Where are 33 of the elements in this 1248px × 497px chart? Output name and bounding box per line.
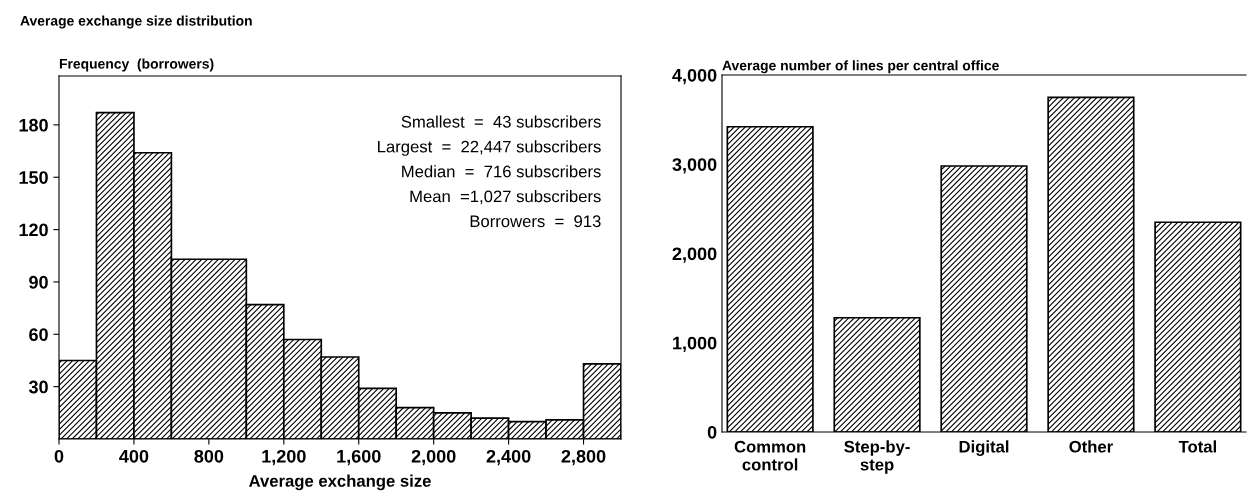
y-tick-label: 0 xyxy=(707,425,717,439)
x-axis-title: Average exchange size xyxy=(249,474,431,491)
x-tick-label: Total xyxy=(1178,440,1216,453)
annotation: Largest = 22,447 subscribers xyxy=(378,140,601,156)
y-tick-label: 2,000 xyxy=(672,247,717,263)
annotation: Mean =1,027 subscribers xyxy=(410,190,601,205)
y-tick-label: 60 xyxy=(29,328,48,342)
chart-title: Average exchange size distribution xyxy=(20,15,252,29)
y-tick-label: 4,000 xyxy=(672,68,717,85)
y-tick-label: 150 xyxy=(19,171,48,184)
y-tick-label: 120 xyxy=(19,223,48,237)
y-tick-label: 90 xyxy=(29,275,48,289)
y-axis-title: Frequency (borrowers) xyxy=(59,58,214,72)
x-tick-label: 0 xyxy=(54,449,64,463)
annotation: Borrowers = 913 xyxy=(470,215,601,228)
x-tick-label: 2,000 xyxy=(411,449,456,466)
chart-title: Average number of lines per central office xyxy=(722,60,999,74)
x-tick-label: 1,200 xyxy=(262,449,306,466)
y-tick-label: 30 xyxy=(28,380,48,394)
x-tick-label: Common control xyxy=(734,440,806,471)
y-tick-label: 180 xyxy=(19,118,48,132)
x-tick-label: Digital xyxy=(959,440,1009,456)
y-tick-label: 3,000 xyxy=(672,158,717,174)
x-tick-label: 800 xyxy=(194,449,224,463)
x-tick-label: 400 xyxy=(119,449,149,463)
annotation: Median = 716 subscribers xyxy=(402,165,601,178)
annotation: Smallest = 43 subscribers xyxy=(401,115,601,128)
x-tick-label: 2,800 xyxy=(561,449,606,466)
y-tick-label: 1,000 xyxy=(673,336,717,353)
x-tick-label: 2,400 xyxy=(486,449,531,466)
x-tick-label: 1,600 xyxy=(337,449,381,466)
x-tick-label: Step-by- step xyxy=(844,440,910,474)
x-tick-label: Other xyxy=(1069,440,1113,453)
